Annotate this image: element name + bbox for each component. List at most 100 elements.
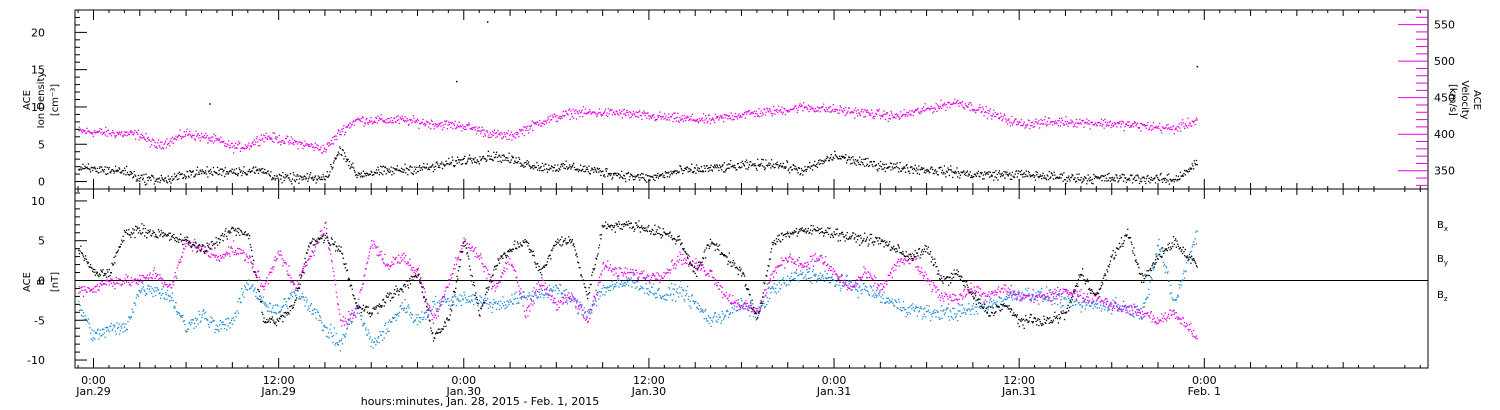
velocity-point <box>285 137 287 140</box>
density-point <box>1075 180 1077 182</box>
by-point <box>282 304 285 307</box>
by-point <box>569 301 571 303</box>
by-point <box>594 299 596 301</box>
by-point <box>217 329 219 331</box>
density-point <box>697 167 699 169</box>
by-point <box>97 328 99 330</box>
velocity-point <box>998 118 1000 120</box>
by-point <box>453 295 455 297</box>
velocity-point <box>562 115 564 117</box>
velocity-point <box>233 145 235 147</box>
density-point <box>734 167 737 169</box>
velocity-point <box>622 109 624 111</box>
density-point <box>247 170 249 173</box>
velocity-point <box>966 105 968 107</box>
density-point <box>140 174 142 176</box>
velocity-point <box>504 133 506 136</box>
top-right-axis-title-line1: ACE <box>1471 90 1482 110</box>
density-point <box>901 167 903 169</box>
by-point <box>670 293 672 295</box>
density-point <box>684 167 686 169</box>
by-point <box>367 329 369 331</box>
velocity-point <box>572 108 574 111</box>
density-point <box>397 169 399 171</box>
density-point <box>448 157 450 160</box>
velocity-point <box>744 117 746 119</box>
density-point <box>237 173 240 175</box>
velocity-point <box>911 110 914 112</box>
density-point <box>514 161 517 163</box>
by-point <box>552 289 554 291</box>
velocity-point <box>840 107 842 109</box>
by-point <box>575 300 578 302</box>
density-outlier-point <box>1196 65 1199 68</box>
velocity-point <box>1002 118 1004 120</box>
velocity-point <box>519 129 521 132</box>
density-point <box>505 157 507 159</box>
velocity-point <box>780 111 782 113</box>
by-point <box>93 330 95 332</box>
by-point <box>740 298 742 300</box>
density-point <box>409 165 412 167</box>
velocity-point <box>198 134 201 137</box>
density-point <box>782 165 784 167</box>
density-point <box>220 168 222 170</box>
velocity-point <box>416 121 418 123</box>
velocity-point <box>960 102 962 104</box>
density-point <box>419 169 421 171</box>
density-point <box>601 170 603 172</box>
by-point <box>253 290 255 292</box>
by-point <box>524 297 526 299</box>
density-point <box>949 169 951 171</box>
velocity-point <box>524 126 526 128</box>
top-right-tick-label: 550 <box>1434 19 1455 32</box>
by-point <box>630 277 632 279</box>
density-point <box>811 169 814 171</box>
by-point <box>1070 302 1073 304</box>
velocity-point <box>391 122 393 124</box>
velocity-point <box>705 117 707 119</box>
by-point <box>199 321 201 323</box>
by-point <box>310 303 312 305</box>
velocity-point <box>1120 126 1122 128</box>
by-point <box>986 306 988 309</box>
velocity-point <box>462 124 464 126</box>
density-point <box>440 163 442 165</box>
by-point <box>366 334 368 336</box>
by-point <box>820 276 823 279</box>
density-point <box>335 157 337 159</box>
density-point <box>1157 178 1159 180</box>
density-point <box>178 178 180 180</box>
velocity-point <box>1093 124 1095 126</box>
velocity-point <box>715 117 717 119</box>
velocity-point <box>1150 129 1152 131</box>
velocity-point <box>562 111 564 113</box>
density-point <box>634 178 636 181</box>
by-point <box>139 291 142 294</box>
density-point <box>1131 182 1134 184</box>
velocity-point <box>644 115 646 117</box>
velocity-point <box>1061 119 1064 121</box>
by-point <box>1004 298 1007 301</box>
density-point <box>976 172 978 174</box>
velocity-point <box>310 143 312 145</box>
density-point <box>212 174 214 176</box>
by-point <box>920 308 923 310</box>
by-point <box>1124 306 1126 308</box>
by-point <box>398 311 401 314</box>
velocity-point <box>580 112 582 114</box>
velocity-point <box>1010 122 1012 124</box>
velocity-point <box>1138 127 1140 130</box>
velocity-point <box>1007 119 1009 121</box>
velocity-point <box>223 145 226 147</box>
by-point <box>131 308 133 310</box>
velocity-point <box>911 110 913 112</box>
velocity-point <box>991 115 993 117</box>
bz-point <box>111 278 113 280</box>
density-point <box>304 176 306 178</box>
density-point <box>580 170 582 172</box>
by-point <box>882 294 884 296</box>
density-point <box>281 182 283 184</box>
by-point <box>721 310 723 313</box>
density-point <box>1156 174 1158 176</box>
